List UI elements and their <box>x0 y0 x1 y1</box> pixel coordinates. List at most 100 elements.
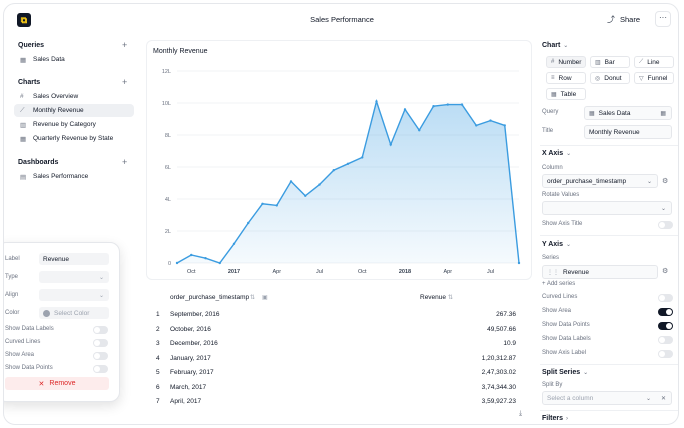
show-data-labels-label: Show Data Labels <box>542 336 591 342</box>
queries-heading: Queries <box>18 42 45 49</box>
chart-type-bar-button[interactable]: ▥ Bar <box>590 56 630 68</box>
chart-type-number-button[interactable]: # Number <box>546 56 586 68</box>
show-axis-label-toggle[interactable] <box>658 350 673 358</box>
data-point <box>389 143 392 146</box>
rotate-values-select[interactable]: ⌄ <box>542 201 672 215</box>
popup-curved-lines-toggle[interactable] <box>93 339 108 347</box>
query-select[interactable]: ▦ Sales Data ▦ <box>584 106 672 120</box>
add-chart-plus-icon[interactable]: + <box>122 77 128 87</box>
data-point <box>275 204 278 207</box>
table-row[interactable]: 1 September, 2016 267.36 <box>146 308 532 322</box>
show-data-points-label: Show Data Points <box>542 322 590 328</box>
filters-section-toggle[interactable]: Filters › <box>542 415 569 422</box>
data-point <box>332 169 335 172</box>
calendar-icon[interactable]: ▣ <box>262 295 268 301</box>
split-series-section-toggle[interactable]: Split Series ⌄ <box>542 369 589 376</box>
sidebar-item-sales-overview[interactable]: # Sales Overview <box>14 90 134 103</box>
data-point <box>361 156 364 159</box>
line-chart-icon: ⟋ <box>20 106 25 114</box>
table-icon: ▦ <box>20 135 27 143</box>
app-window: ⧉ Sales Performance ⤴ Share ··· Queries … <box>3 3 679 425</box>
chevron-down-icon: ⌄ <box>660 205 666 212</box>
series-item-revenue[interactable]: ⋮⋮ Revenue <box>542 265 658 279</box>
x-tick-label: Jul <box>487 269 494 275</box>
share-button[interactable]: Share <box>620 15 641 24</box>
chart-type-funnel-button[interactable]: ▽ Funnel <box>634 72 674 84</box>
donut-icon: ◎ <box>595 75 601 82</box>
popup-label-input[interactable]: Revenue <box>39 253 109 265</box>
row-number: 2 <box>156 325 160 333</box>
table-row[interactable]: 2 October, 2016 49,507.66 <box>146 323 532 337</box>
x-axis-section-toggle[interactable]: X Axis ⌄ <box>542 150 572 157</box>
chevron-down-icon: ⌄ <box>98 292 104 299</box>
row-number: 1 <box>156 311 160 318</box>
y-tick-label: 2L <box>165 229 171 235</box>
popup-color-label: Color <box>5 310 20 316</box>
chart-type-row-button[interactable]: ≡ Row <box>546 72 586 84</box>
remove-series-button[interactable]: ✕ Remove <box>5 377 109 390</box>
settings-panel: Chart ⌄ # Number ▥ Bar ⟋ Line ≡ Row ◎ Donut ▽ Funnel… <box>540 34 678 424</box>
page-title: Sales Performance <box>310 15 374 24</box>
chart-type-donut-button[interactable]: ◎ Donut <box>590 72 630 84</box>
column-select[interactable]: order_purchase_timestamp ⌄ <box>542 174 658 188</box>
popup-show-data-labels-toggle[interactable] <box>93 326 108 334</box>
data-point <box>489 119 492 122</box>
drag-handle-icon: ⋮⋮ <box>547 269 559 276</box>
popup-show-area-toggle[interactable] <box>93 352 108 360</box>
chevron-down-icon: ⌄ <box>563 43 569 49</box>
show-data-labels-toggle[interactable] <box>658 336 673 344</box>
series-label: Series <box>542 255 560 261</box>
chart-section-toggle[interactable]: Chart ⌄ <box>542 42 569 49</box>
share-icon[interactable]: ⤴ <box>607 15 615 24</box>
close-icon: ✕ <box>660 395 666 402</box>
row-date: February, 2017 <box>170 369 214 376</box>
y-tick-label: 8L <box>165 133 171 139</box>
divider <box>540 235 678 236</box>
chart-type-line-button[interactable]: ⟋ Line <box>634 56 674 68</box>
sidebar-item-monthly-revenue[interactable]: ⟋ Monthly Revenue <box>14 104 134 117</box>
add-series-button[interactable]: + Add series <box>542 281 576 287</box>
curved-lines-toggle[interactable] <box>658 294 673 302</box>
monthly-revenue-chart: 0 2L 4L 6L 8L 10L 12L Oct 2017 Apr Jul Oct 2018 Apr Ju… <box>162 69 521 275</box>
popup-color-picker[interactable]: Select Color <box>39 307 109 319</box>
row-revenue: 267.36 <box>496 311 516 318</box>
hash-icon: # <box>551 59 555 65</box>
y-axis-section-toggle[interactable]: Y Axis ⌄ <box>542 241 572 248</box>
sidebar-item-revenue-by-category[interactable]: ▥ Revenue by Category <box>14 118 134 131</box>
download-icon[interactable]: ⤓ <box>519 410 523 417</box>
table-row[interactable]: 7 April, 2017 3,59,927.23 <box>146 395 532 409</box>
sort-icon[interactable]: ⇅ <box>448 295 454 301</box>
sidebar-item-label: Sales Data <box>33 56 65 63</box>
popup-align-select[interactable]: ⌄ <box>39 289 109 301</box>
column-header-revenue[interactable]: Revenue <box>420 294 447 301</box>
show-axis-title-toggle[interactable] <box>658 221 673 229</box>
add-query-plus-icon[interactable]: + <box>122 40 128 50</box>
settings-gear-icon[interactable]: ⚙ <box>662 178 669 185</box>
add-dashboard-plus-icon[interactable]: + <box>122 157 128 167</box>
title-label: Title <box>542 128 554 134</box>
top-bar: ⧉ Sales Performance ⤴ Share ··· <box>4 4 678 34</box>
data-point <box>218 261 221 265</box>
table-row[interactable]: 6 March, 2017 3,74,344.30 <box>146 381 532 395</box>
sidebar-item-sales-performance[interactable]: ▤ Sales Performance <box>14 170 134 183</box>
popup-show-data-points-toggle[interactable] <box>93 365 108 373</box>
show-data-points-toggle[interactable] <box>658 322 673 330</box>
column-header-timestamp[interactable]: order_purchase_timestamp <box>170 294 250 301</box>
close-icon: ✕ <box>38 380 45 388</box>
show-area-toggle[interactable] <box>658 308 673 316</box>
app-logo-icon[interactable]: ⧉ <box>17 13 31 27</box>
popup-type-select[interactable]: ⌄ <box>39 271 109 283</box>
series-settings-gear-icon[interactable]: ⚙ <box>662 268 669 275</box>
split-by-select[interactable]: Select a column ⌄ ✕ <box>542 391 672 405</box>
funnel-icon: ▽ <box>639 75 644 82</box>
more-options-button[interactable]: ··· <box>655 11 671 27</box>
table-row[interactable]: 3 December, 2016 10.9 <box>146 337 532 351</box>
sidebar-item-quarterly-revenue[interactable]: ▦ Quarterly Revenue by State <box>14 132 134 145</box>
sidebar-item-sales-data[interactable]: ▦ Sales Data <box>14 53 134 66</box>
table-row[interactable]: 4 January, 2017 1,20,312.87 <box>146 352 532 366</box>
title-input[interactable]: Monthly Revenue <box>584 125 672 139</box>
sort-icon[interactable]: ⇅ <box>250 295 256 301</box>
table-row[interactable]: 5 February, 2017 2,47,303.02 <box>146 366 532 380</box>
chart-type-table-button[interactable]: ▦ Table <box>546 88 586 100</box>
bar-icon: ▥ <box>595 59 601 66</box>
